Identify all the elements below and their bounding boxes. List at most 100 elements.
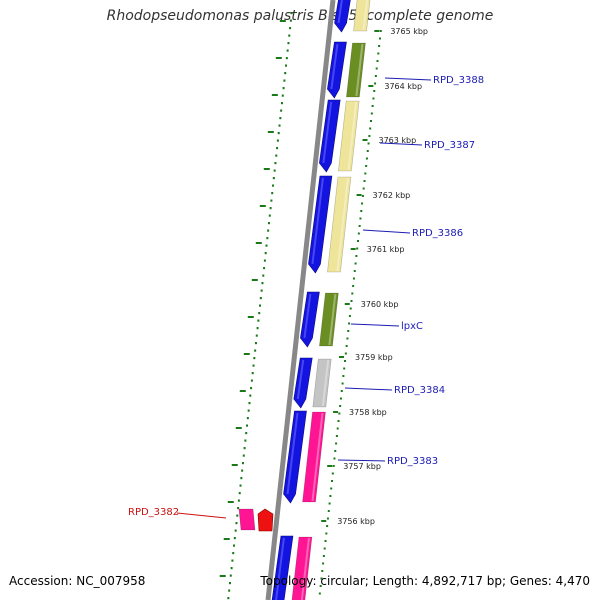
ring-dot bbox=[332, 465, 335, 467]
ring-dot bbox=[371, 105, 374, 107]
ring-dot bbox=[287, 42, 290, 45]
ring-dot bbox=[372, 97, 375, 100]
ring-dot bbox=[322, 555, 325, 557]
ring-dot bbox=[324, 540, 327, 542]
ring-dot bbox=[274, 162, 277, 165]
gene-category-box bbox=[353, 0, 371, 32]
kbp-tick-label: 3762 kbp bbox=[373, 191, 411, 200]
cds-arrow bbox=[334, 0, 351, 33]
gene-leader-line bbox=[344, 387, 393, 391]
ring-dot bbox=[321, 570, 324, 572]
ring-dot bbox=[370, 112, 373, 115]
ring-dot bbox=[320, 577, 323, 580]
ring-dot bbox=[352, 277, 355, 280]
kbp-tick-label: 3756 kbp bbox=[337, 517, 375, 526]
ring-dot bbox=[326, 525, 329, 527]
cds-highlight bbox=[337, 0, 343, 24]
ring-dot bbox=[343, 367, 346, 370]
ring-dot bbox=[355, 255, 358, 257]
ring-dot bbox=[318, 592, 321, 595]
ring-dot bbox=[338, 412, 341, 415]
reverse-category-box bbox=[238, 508, 256, 531]
ring-dot bbox=[361, 195, 364, 197]
ring-dot bbox=[365, 165, 368, 167]
ring-dot bbox=[238, 492, 241, 495]
ring-dot bbox=[373, 90, 376, 92]
ring-dot bbox=[246, 417, 249, 420]
tick-ring bbox=[227, 12, 382, 600]
ring-dot bbox=[341, 382, 344, 385]
ring-dot bbox=[276, 147, 279, 150]
ring-dot bbox=[257, 319, 260, 322]
ring-dot bbox=[350, 300, 353, 302]
kbp-tick-label: 3760 kbp bbox=[361, 300, 399, 309]
ring-dot bbox=[248, 402, 251, 405]
ring-dot bbox=[375, 67, 378, 70]
kbp-tick-label: 3765 kbp bbox=[390, 27, 428, 36]
category-highlight bbox=[347, 101, 358, 171]
ring-dot bbox=[352, 285, 355, 287]
reverse-strand-track bbox=[238, 508, 274, 532]
ring-dot bbox=[357, 240, 360, 242]
ring-dot bbox=[247, 409, 250, 412]
gene-label: RPD_3388 bbox=[433, 75, 484, 86]
ring-dot bbox=[359, 217, 362, 220]
ring-dot bbox=[347, 330, 350, 332]
ring-dot bbox=[249, 394, 252, 397]
minor-tick-marks bbox=[219, 20, 286, 577]
ring-dot bbox=[231, 559, 234, 562]
kbp-tick-label: 3763 kbp bbox=[379, 136, 417, 145]
category-highlight bbox=[355, 43, 364, 97]
ring-dot bbox=[340, 390, 343, 392]
kbp-tick-label: 3761 kbp bbox=[367, 245, 405, 254]
ring-dot bbox=[241, 469, 244, 472]
ring-dot bbox=[228, 582, 231, 585]
ring-dot bbox=[268, 214, 271, 217]
ring-dot bbox=[331, 480, 334, 482]
ring-dot bbox=[265, 244, 268, 247]
ring-dot bbox=[263, 259, 266, 262]
category-highlight bbox=[362, 0, 369, 31]
kbp-tick-label: 3759 kbp bbox=[355, 353, 393, 362]
category-highlight bbox=[311, 412, 324, 502]
ring-dot bbox=[276, 139, 279, 142]
ring-dot bbox=[286, 49, 289, 52]
ring-dot bbox=[354, 262, 357, 265]
ring-dot bbox=[272, 184, 275, 187]
ring-dot bbox=[233, 537, 236, 540]
ring-dot bbox=[262, 274, 265, 277]
category-highlight bbox=[300, 537, 310, 600]
ring-dot bbox=[377, 52, 380, 55]
ring-dot bbox=[283, 79, 286, 82]
ring-dot bbox=[356, 247, 359, 250]
gene-leader-line bbox=[350, 323, 400, 327]
ring-dot bbox=[289, 27, 292, 30]
ring-dot bbox=[335, 435, 338, 437]
ring-dot bbox=[370, 120, 373, 122]
ring-dot bbox=[237, 507, 240, 510]
ring-dot bbox=[269, 207, 272, 210]
ring-dot bbox=[326, 517, 329, 520]
gene-category-box bbox=[319, 292, 339, 347]
ring-dot bbox=[237, 499, 240, 502]
ring-dot bbox=[266, 237, 269, 240]
ring-dot bbox=[253, 357, 256, 360]
ring-dot bbox=[363, 180, 366, 182]
category-highlight bbox=[336, 177, 349, 272]
ring-dot bbox=[369, 127, 372, 130]
ring-dot bbox=[358, 225, 361, 227]
ring-dot bbox=[348, 315, 351, 317]
category-highlight bbox=[321, 359, 330, 407]
gene-leader-line bbox=[362, 229, 411, 234]
ring-dot bbox=[275, 154, 278, 157]
ring-dot bbox=[322, 562, 325, 565]
ring-dot bbox=[339, 405, 342, 407]
ring-dot bbox=[254, 342, 257, 345]
accession-label: Accession: NC_007958 bbox=[9, 574, 146, 588]
ring-dot bbox=[337, 420, 340, 422]
ring-dot bbox=[261, 282, 264, 285]
ring-dot bbox=[335, 442, 338, 445]
ring-dot bbox=[331, 472, 334, 475]
ring-dot bbox=[344, 360, 347, 362]
